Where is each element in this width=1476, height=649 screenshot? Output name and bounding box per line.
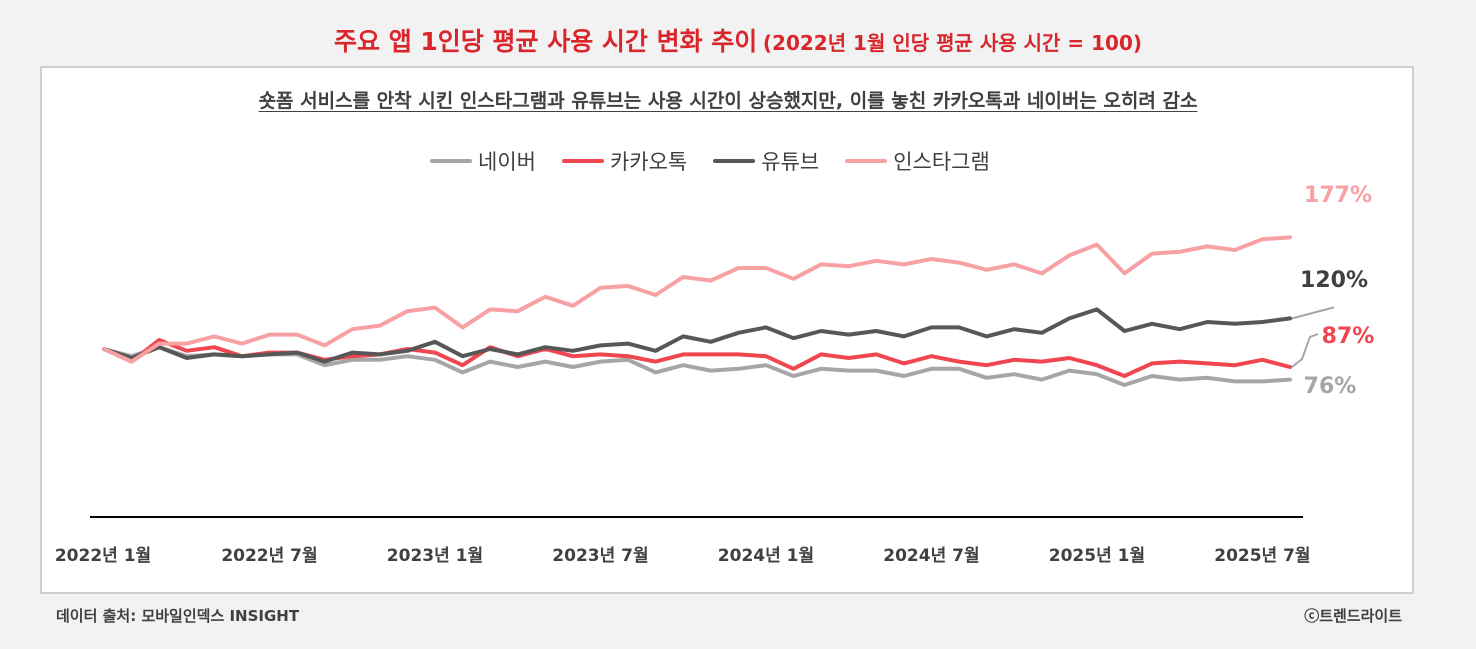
series-line-3 xyxy=(102,235,1292,364)
legend-swatch xyxy=(430,159,472,163)
x-tick-label: 2025년 1월 xyxy=(1049,546,1145,566)
legend-item-3: 인스타그램 xyxy=(845,146,990,176)
x-tick-label: 2022년 1월 xyxy=(55,546,151,566)
chart-frame xyxy=(40,66,1414,594)
x-tick-label: 2025년 7월 xyxy=(1214,546,1310,566)
data-source-note: 데이터 출처: 모바일인덱스 INSIGHT xyxy=(56,607,300,625)
chart-subtitle: 숏폼 서비스를 안착 시킨 인스타그램과 유튜브는 사용 시간이 상승했지만, … xyxy=(258,90,1198,112)
leader-line xyxy=(1291,333,1319,368)
end-value-label: 120% xyxy=(1300,268,1368,293)
legend-label: 유튜브 xyxy=(761,150,820,174)
end-value-label: 87% xyxy=(1322,324,1375,349)
legend-item-1: 카카오톡 xyxy=(561,146,688,176)
x-tick-label: 2022년 7월 xyxy=(221,546,317,566)
end-value-label: 177% xyxy=(1304,183,1372,208)
legend-item-2: 유튜브 xyxy=(713,146,819,176)
legend-label: 카카오톡 xyxy=(609,150,688,174)
legend-label: 인스타그램 xyxy=(893,150,990,174)
series-line-1 xyxy=(102,338,1292,378)
x-tick-label: 2023년 1월 xyxy=(387,546,483,566)
legend-swatch xyxy=(845,159,888,163)
chart-legend: 네이버 카카오톡 유튜브 인스타그램 xyxy=(430,146,1016,176)
chart-title-sub: (2022년 1월 인당 평균 사용 시간 = 100) xyxy=(762,31,1142,55)
x-tick-label: 2024년 1월 xyxy=(718,546,814,566)
copyright-credit: ⓒ트렌드라이트 xyxy=(1304,607,1402,625)
series-line-2 xyxy=(102,307,1292,364)
x-tick-label: 2023년 7월 xyxy=(552,546,648,566)
legend-item-0: 네이버 xyxy=(430,146,536,176)
leader-line xyxy=(1291,306,1335,320)
end-value-label: 76% xyxy=(1304,374,1357,399)
chart-title-main: 주요 앱 1인당 평균 사용 시간 변화 추이 xyxy=(333,27,758,56)
x-tick-label: 2024년 7월 xyxy=(883,546,979,566)
legend-swatch xyxy=(561,159,604,163)
chart-title: 주요 앱 1인당 평균 사용 시간 변화 추이 (2022년 1월 인당 평균 … xyxy=(0,22,1476,58)
legend-swatch xyxy=(713,159,756,163)
legend-label: 네이버 xyxy=(478,150,536,174)
